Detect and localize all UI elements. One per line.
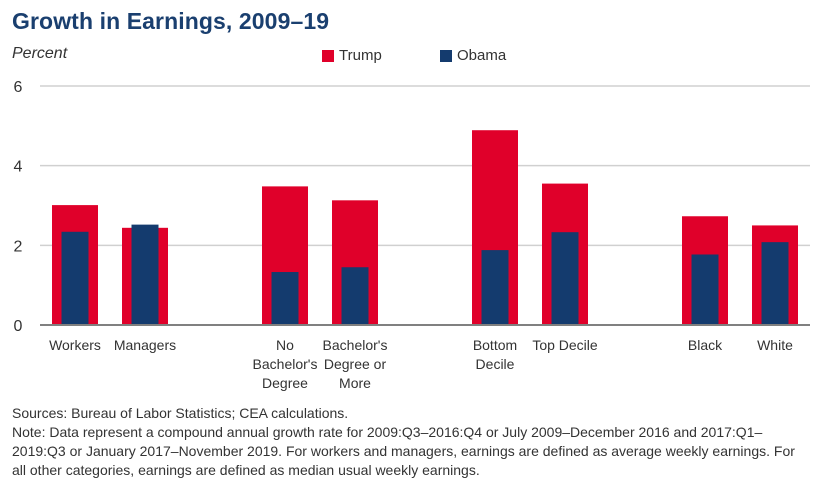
x-tick-label-1: Managers: [114, 337, 176, 353]
x-tick-label-4: Bottom Decile: [473, 337, 517, 372]
note-text: Note: Data represent a compound annual g…: [12, 424, 799, 478]
x-tick-label-5: Top Decile: [532, 337, 598, 353]
bar-chart: 0 2 4 6 Workers Managers No Bachelor's DegreeBac…: [14, 79, 810, 391]
bar-obama-0: [61, 231, 89, 325]
y-tick-label-2: 2: [14, 238, 23, 255]
x-tick-label-2: No Bachelor's Degree: [253, 337, 318, 391]
x-tick-label-0: Workers: [49, 337, 101, 353]
y-axis-label: Percent: [12, 45, 68, 62]
bar-obama-6: [691, 254, 719, 325]
bar-obama-3: [341, 267, 369, 325]
bar-obama-5: [551, 232, 579, 325]
chart-title: Growth in Earnings, 2009–19: [12, 8, 330, 34]
bar-obama-7: [761, 242, 789, 325]
legend-swatch-obama: [440, 49, 452, 62]
bar-obama-2: [271, 272, 299, 325]
x-tick-label-7: White: [757, 337, 793, 353]
x-tick-label-6: Black: [688, 337, 723, 353]
sources-text: Sources: Bureau of Labor Statistics; CEA…: [12, 405, 349, 421]
chart-footer: Sources: Bureau of Labor Statistics; CEA…: [12, 404, 812, 480]
legend-swatch-trump: [322, 49, 334, 62]
y-tick-label-4: 4: [14, 159, 23, 176]
bar-obama-1: [131, 224, 159, 325]
legend-label-obama: Obama: [457, 47, 507, 64]
legend-item-trump: Trump: [322, 47, 382, 64]
y-tick-label-6: 6: [14, 79, 23, 96]
legend-item-obama: Obama: [440, 47, 506, 64]
x-tick-label-3: Bachelor's Degree or More: [323, 337, 388, 391]
y-tick-label-0: 0: [14, 318, 23, 335]
legend-label-trump: Trump: [339, 47, 382, 64]
bar-obama-4: [481, 250, 509, 325]
